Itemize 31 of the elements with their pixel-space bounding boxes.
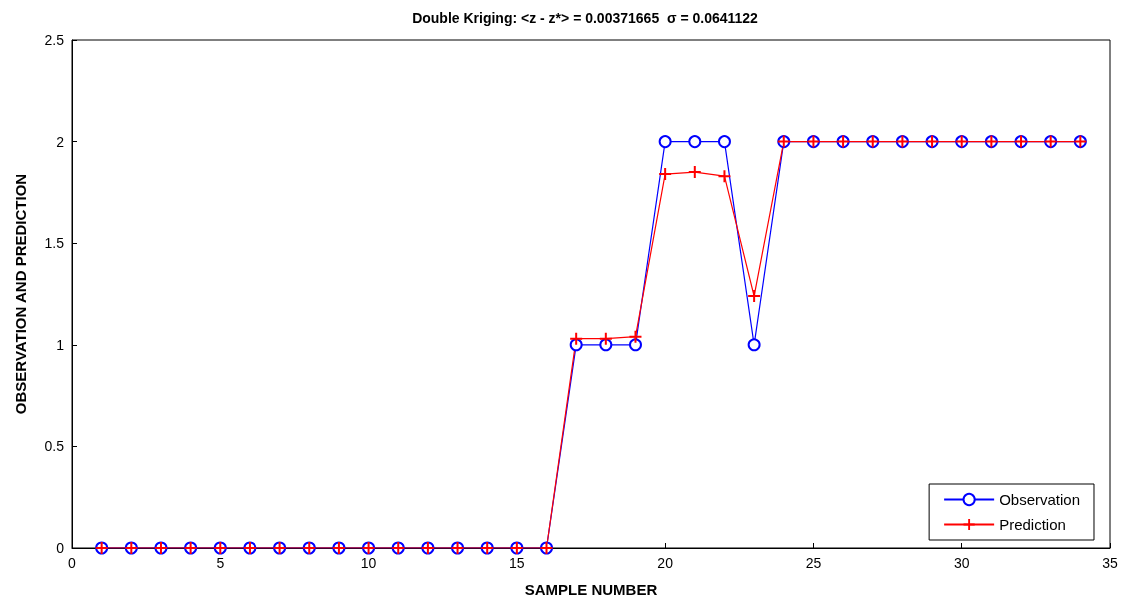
y-tick-label: 0.5 xyxy=(44,438,65,455)
x-tick-label: 35 xyxy=(1102,555,1118,571)
point xyxy=(629,330,642,343)
point xyxy=(570,332,583,345)
legend-label: Observation xyxy=(999,491,1080,508)
x-tick-label: 20 xyxy=(657,555,674,571)
y-tick-label: 1.5 xyxy=(44,235,65,252)
y-tick-label: 0 xyxy=(56,540,65,556)
point xyxy=(747,338,761,352)
point xyxy=(717,135,731,149)
point xyxy=(688,166,701,179)
y-tick-label: 2 xyxy=(56,133,65,150)
point xyxy=(599,332,612,345)
point xyxy=(659,168,672,181)
x-tick-label: 10 xyxy=(360,555,377,571)
x-tick-label: 5 xyxy=(216,555,225,571)
point xyxy=(718,170,731,183)
chart-title: Double Kriging: <z - z*> = 0.00371665 σ = 0.0641122 xyxy=(412,10,759,26)
x-axis-title: SAMPLE NUMBER xyxy=(524,581,658,598)
point xyxy=(748,290,761,303)
point xyxy=(688,135,702,149)
legend-label: Prediction xyxy=(999,516,1066,533)
x-tick-label: 15 xyxy=(509,555,525,571)
y-tick-label: 2.5 xyxy=(44,32,65,48)
x-tick-label: 25 xyxy=(805,555,822,571)
y-axis-title: OBSERVATION AND PREDICTION xyxy=(12,173,29,415)
y-tick-label: 1 xyxy=(56,336,65,353)
x-tick-label: 0 xyxy=(68,555,77,571)
point xyxy=(629,338,642,352)
point xyxy=(658,135,672,149)
x-tick-label: 30 xyxy=(953,555,970,571)
